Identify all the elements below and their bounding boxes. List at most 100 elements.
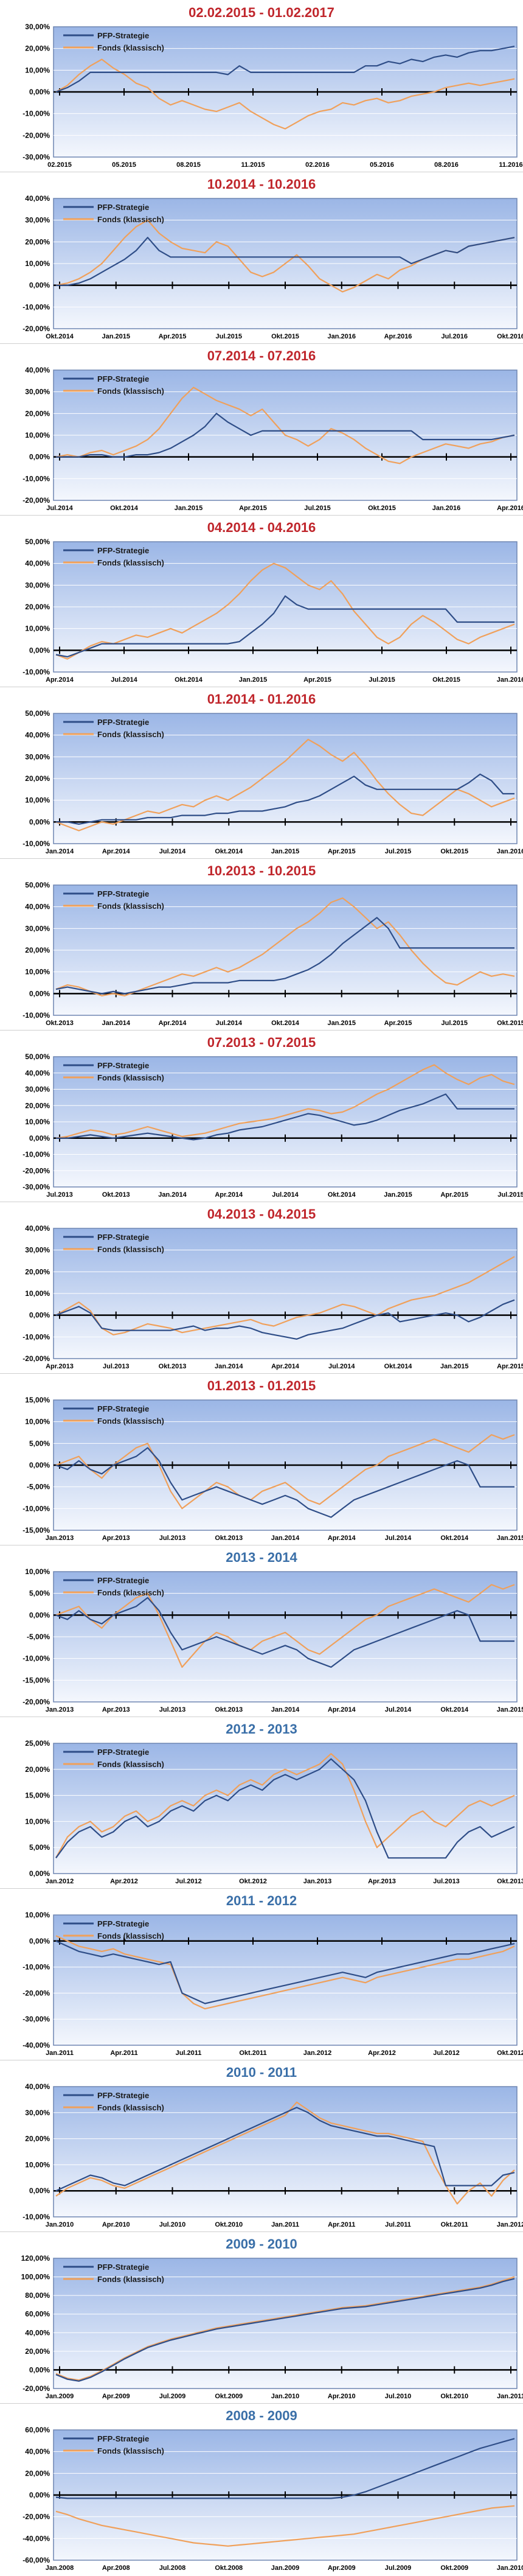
y-tick-label: 40,00% (25, 559, 50, 568)
x-tick-label: Okt.2015 (497, 1020, 523, 1027)
series-line-strategy (55, 1299, 515, 1340)
y-tick-label: -10,00% (23, 1011, 50, 1020)
chart-svg: 50,00% 40,00% 30,00% 20,00% 10,00% 0,00% -10,0… (23, 1052, 523, 1199)
legend: PFP-Strategie Fonds (klassisch) (63, 1233, 164, 1254)
chart-title: 2010 - 2011 (226, 2065, 297, 2080)
x-tick-label: Jul.2014 (385, 1535, 412, 1542)
legend-label-fund: Fonds (klassisch) (97, 2446, 164, 2455)
x-tick-label: Apr.2013 (368, 1878, 396, 1885)
y-tick-label: -10,00% (23, 1963, 50, 1972)
y-tick-label: 30,00% (25, 2109, 50, 2117)
legend-label-strategy: PFP-Strategie (97, 1576, 149, 1585)
legend: PFP-Strategie Fonds (klassisch) (63, 889, 164, 911)
x-tick-label: Jan.2016 (432, 505, 460, 512)
chart-panel: 50,00% 40,00% 30,00% 20,00% 10,00% 0,00% -10,0… (0, 515, 523, 687)
y-tick-label: 10,00% (25, 1289, 50, 1298)
legend: PFP-Strategie Fonds (klassisch) (63, 1404, 164, 1426)
legend: PFP-Strategie Fonds (klassisch) (63, 2091, 164, 2112)
legend-label-strategy: PFP-Strategie (97, 1404, 149, 1413)
x-tick-label: Okt.2014 (110, 505, 139, 512)
x-tick-label: Jan.2010 (271, 2393, 299, 2400)
y-tick-label: 10,00% (25, 796, 50, 805)
chart-panel: 120,00% 100,00% 80,00% 60,00% 40,00% 20,00% 0,… (0, 2231, 523, 2403)
x-tick-label: Apr.2013 (46, 1363, 74, 1370)
x-tick-label: 02.2016 (305, 161, 330, 169)
x-tick-label: Apr.2012 (368, 2049, 396, 2057)
x-tick-label: Okt.2008 (215, 2564, 243, 2572)
chart-svg: 10,00% 5,00% 0,00% -5,00% -10,00% -15,00% -20,… (23, 1567, 523, 1713)
x-tick-label: Jul.2014 (159, 848, 186, 855)
x-tick-label: 08.2016 (434, 161, 459, 169)
x-tick-label: Jul.2014 (111, 676, 137, 684)
x-tick-label: Jan.2015 (102, 333, 130, 340)
chart-svg: 50,00% 40,00% 30,00% 20,00% 10,00% 0,00% -10,0… (23, 881, 523, 1027)
series-line-fund (55, 897, 515, 996)
y-tick-label: -15,00% (23, 1526, 50, 1535)
y-tick-label: 20,00% (25, 237, 50, 246)
x-tick-label: Okt.2013 (215, 1706, 243, 1713)
x-tick-label: Jul.2012 (433, 2049, 459, 2057)
y-tick-label: 40,00% (25, 1069, 50, 1077)
x-tick-label: Okt.2014 (440, 1535, 469, 1542)
x-tick-label: Jul.2015 (216, 333, 242, 340)
chart-title: 07.2014 - 07.2016 (207, 348, 316, 363)
series-line-fund (55, 1753, 515, 1858)
x-tick-label: Okt.2014 (328, 1191, 356, 1199)
chart-title: 2012 - 2013 (226, 1721, 297, 1737)
x-tick-label: Jul.2013 (433, 1878, 459, 1885)
x-tick-label: Okt.2014 (46, 333, 74, 340)
legend-label-fund: Fonds (klassisch) (97, 1760, 164, 1769)
x-tick-label: Jan.2016 (497, 676, 523, 684)
x-tick-label: Jul.2010 (159, 2221, 185, 2228)
x-tick-label: Jan.2012 (303, 2049, 331, 2057)
chart-svg: 30,00% 20,00% 10,00% 0,00% -10,00% -20,00% -30… (23, 23, 522, 169)
y-tick-label: 0,00% (29, 646, 50, 654)
panel-divider (0, 343, 523, 344)
legend-label-strategy: PFP-Strategie (97, 1748, 149, 1757)
legend-label-strategy: PFP-Strategie (97, 1919, 149, 1928)
y-tick-label: -10,00% (23, 1504, 50, 1513)
y-tick-label: -30,00% (23, 153, 50, 161)
x-tick-label: Apr.2013 (102, 1706, 130, 1713)
x-tick-label: Apr.2010 (102, 2221, 130, 2228)
x-tick-label: Jul.2008 (159, 2564, 185, 2572)
x-tick-label: Okt.2013 (497, 1878, 523, 1885)
x-tick-label: Jan.2015 (239, 676, 267, 684)
y-tick-label: 40,00% (25, 2082, 50, 2091)
x-tick-label: Apr.2009 (328, 2564, 356, 2572)
x-tick-label: Jan.2014 (102, 1020, 131, 1027)
x-tick-label: Jan.2016 (328, 333, 356, 340)
x-tick-label: Jan.2012 (497, 2221, 523, 2228)
chart-panel: 10,00% 5,00% 0,00% -5,00% -10,00% -15,00% -20,… (0, 1545, 523, 1717)
chart-panel: 40,00% 30,00% 20,00% 10,00% 0,00% -10,00% -20,… (0, 343, 523, 515)
x-tick-label: Okt.2015 (271, 333, 299, 340)
y-tick-label: -10,00% (23, 668, 50, 676)
x-tick-label: Jan.2015 (497, 1535, 523, 1542)
panel-divider (0, 1373, 523, 1374)
x-tick-label: Okt.2015 (432, 676, 460, 684)
legend: PFP-Strategie Fonds (klassisch) (63, 31, 164, 52)
series-line-strategy (55, 1597, 514, 1668)
series-line-strategy (55, 1758, 515, 1859)
y-tick-label: 20,00% (25, 774, 50, 783)
x-tick-label: 02.2015 (47, 161, 72, 169)
series-line-strategy (56, 237, 515, 286)
x-tick-label: Jan.2013 (303, 1878, 331, 1885)
legend-label-strategy: PFP-Strategie (97, 1061, 149, 1070)
legend-label-strategy: PFP-Strategie (97, 31, 149, 40)
x-tick-label: Okt.2014 (384, 1363, 413, 1370)
x-tick-label: Okt.2011 (441, 2221, 468, 2228)
y-tick-label: -10,00% (23, 474, 50, 483)
chart-svg: 40,00% 30,00% 20,00% 10,00% 0,00% -10,00% -20,… (23, 366, 523, 512)
x-tick-label: Apr.2009 (102, 2393, 130, 2400)
x-tick-label: Apr.2016 (497, 505, 523, 512)
x-tick-label: Jul.2014 (216, 1020, 243, 1027)
legend: PFP-Strategie Fonds (klassisch) (63, 1061, 164, 1082)
y-tick-label: 5,00% (29, 1439, 50, 1447)
series-line-fund (55, 562, 515, 660)
y-tick-label: 0,00% (29, 453, 50, 461)
x-tick-label: Jul.2009 (159, 2393, 185, 2400)
x-tick-label: Apr.2015 (384, 1020, 412, 1027)
chart-panel: 50,00% 40,00% 30,00% 20,00% 10,00% 0,00% -10,0… (0, 858, 523, 1030)
y-tick-label: 60,00% (25, 2426, 50, 2434)
